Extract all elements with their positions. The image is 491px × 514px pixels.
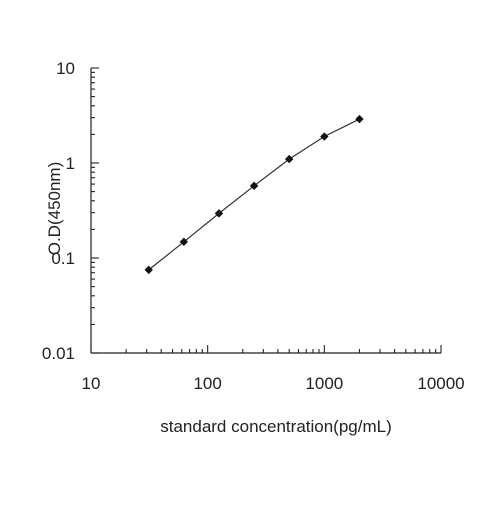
- data-point: [285, 154, 294, 164]
- y-tick-label: 10: [56, 59, 75, 78]
- x-axis-title: standard concentration(pg/mL): [160, 417, 392, 436]
- y-axis-title: O.D(450nm): [45, 162, 64, 256]
- y-tick-label: 0.1: [51, 249, 75, 268]
- x-tick-label: 1000: [305, 374, 343, 393]
- x-tick-label: 10000: [417, 374, 464, 393]
- series-line: [148, 118, 360, 271]
- data-point: [355, 114, 364, 124]
- tick-labels: 10 100 1000 10000 0.01 0.1 1 10: [42, 59, 465, 393]
- axes: [90, 68, 441, 354]
- y-tick-label: 0.01: [42, 344, 75, 363]
- data-points: [144, 114, 364, 275]
- data-point: [179, 237, 189, 247]
- axis-ticks: [90, 67, 442, 354]
- data-point: [214, 209, 224, 218]
- data-point: [320, 132, 329, 141]
- x-tick-label: 10: [82, 374, 101, 393]
- x-tick-label: 100: [193, 374, 221, 393]
- data-point: [249, 181, 259, 191]
- data-point: [144, 265, 153, 275]
- y-tick-label: 1: [66, 154, 75, 173]
